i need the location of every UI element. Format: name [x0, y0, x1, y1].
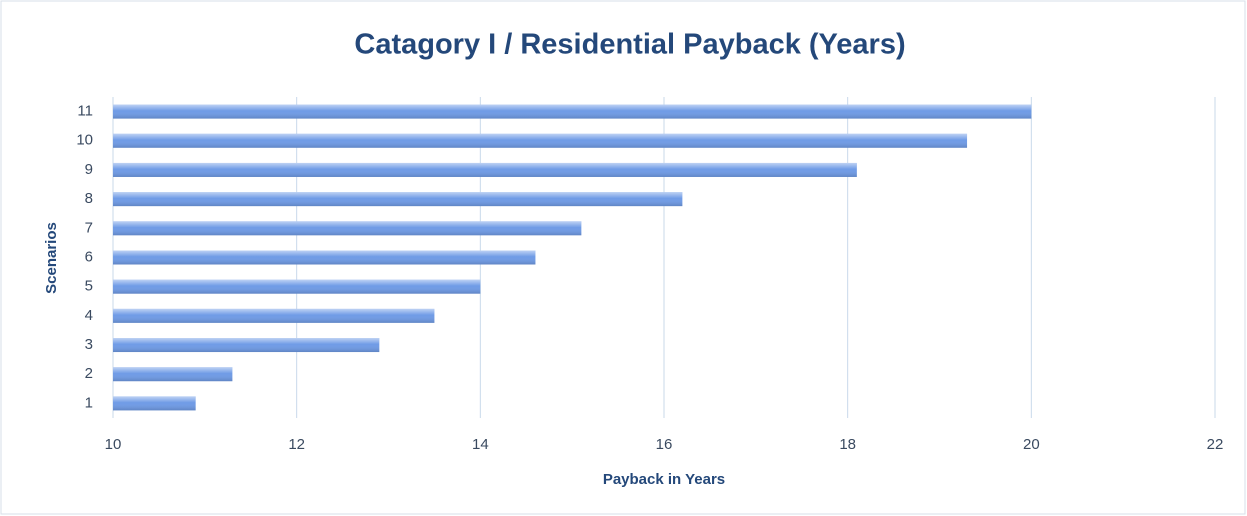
y-tick-label: 10: [76, 132, 93, 149]
chart-title: Catagory I / Residential Payback (Years): [354, 29, 905, 61]
y-tick-label: 3: [85, 336, 93, 353]
x-tick-label: 20: [1023, 436, 1040, 453]
y-tick-label: 1: [85, 394, 93, 411]
y-tick-label: 8: [85, 190, 93, 207]
bar-shade: [113, 104, 1032, 119]
y-tick-label: 5: [85, 278, 93, 295]
y-tick-label: 11: [77, 103, 93, 120]
bar-shade: [113, 338, 380, 353]
x-tick-label: 18: [839, 436, 856, 453]
y-tick-label: 6: [85, 248, 93, 265]
bar-shade: [113, 162, 857, 177]
y-tick-label: 9: [85, 161, 93, 178]
bar-shade: [113, 221, 582, 236]
bar-shade: [113, 192, 683, 207]
bar-shade: [113, 396, 196, 411]
y-tick-label: 4: [85, 307, 93, 324]
y-tick-label: 2: [85, 365, 93, 382]
x-tick-label: 12: [288, 436, 305, 453]
bar-shade: [113, 308, 435, 323]
bar-shade: [113, 250, 536, 265]
x-axis-title: Payback in Years: [603, 471, 725, 488]
bar-shade: [113, 133, 968, 148]
bar-shade: [113, 367, 233, 382]
y-axis-title: Scenarios: [43, 222, 60, 294]
x-tick-label: 10: [105, 436, 122, 453]
x-tick-label: 16: [656, 436, 673, 453]
x-tick-label: 22: [1207, 436, 1224, 453]
x-tick-label: 14: [472, 436, 489, 453]
bar-shade: [113, 279, 481, 294]
y-tick-label: 7: [85, 219, 93, 236]
